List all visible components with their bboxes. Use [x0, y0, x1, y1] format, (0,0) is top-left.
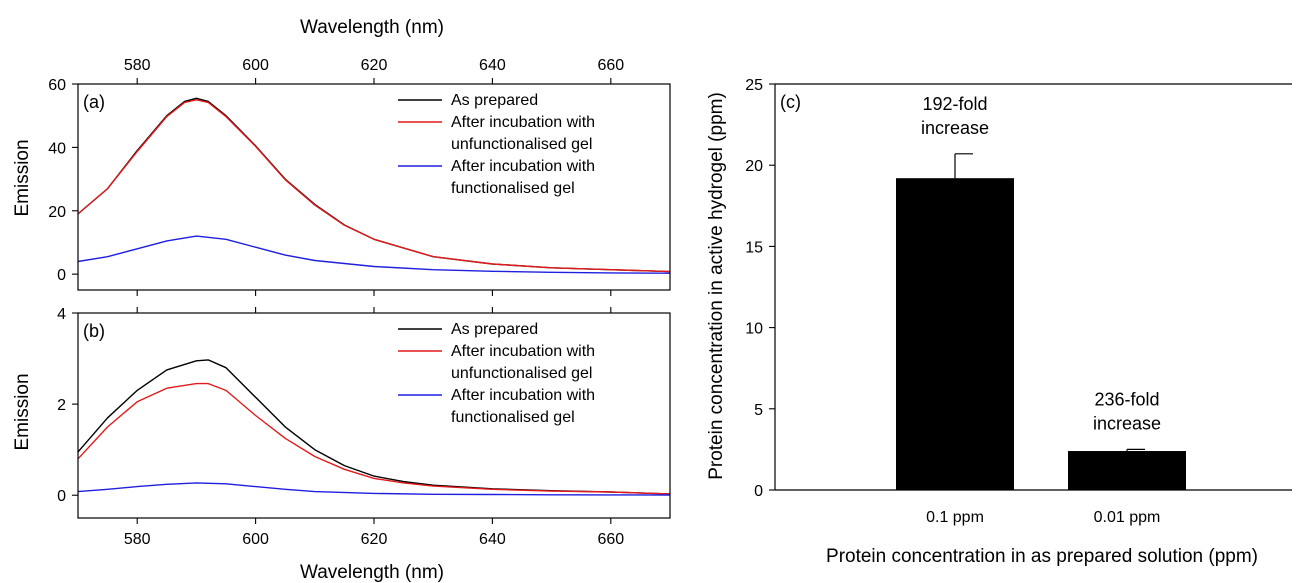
panel-b-x-tick-label: 660: [597, 531, 624, 548]
panel-b-legend: As prepared After incubation with unfuncti…: [398, 321, 595, 426]
panel-c-y-tick-label: 15: [745, 239, 763, 256]
panel-b-x-tick-label: 600: [242, 531, 269, 548]
panel-a-series: [77, 97, 671, 274]
panel-b-x-axis-title: Wavelength (nm): [300, 562, 444, 583]
panel-b-emission-chart: Wavelength (nm) Emission (b) 580 600 620 64…: [12, 306, 671, 583]
panel-b-tag: (b): [83, 321, 105, 341]
panel-b-ticks: 580 600 620 640 660 0 2 4: [57, 306, 624, 548]
panel-c-x-tick-label: 0.1 ppm: [926, 509, 984, 526]
panel-a-x-tick-label: 640: [479, 57, 506, 74]
panel-c-y-tick-label: 10: [745, 321, 763, 338]
panel-a-legend-label-0: As prepared: [451, 92, 538, 109]
panel-a-legend-label-1: After incubation with unfunctionalised ge…: [451, 114, 595, 153]
panel-b-y-tick-label: 2: [57, 397, 66, 414]
panel-c-x-axis-title: Protein concentration in as prepared sol…: [826, 546, 1258, 567]
panel-a-y-tick-label: 60: [48, 77, 66, 94]
panel-c-bar-chart: Protein concentration in as prepared sol…: [706, 77, 1292, 567]
panel-b-series-line-2: [77, 482, 671, 496]
panel-c-bars: [896, 153, 1186, 490]
panel-a-legend: As prepared After incubation with unfuncti…: [398, 92, 595, 197]
panel-b-x-tick-label: 580: [124, 531, 151, 548]
panel-c-y-tick-label: 0: [754, 483, 763, 500]
panel-a-y-tick-label: 0: [57, 267, 66, 284]
panel-a-y-tick-label: 20: [48, 204, 66, 221]
panel-a-frame: [77, 83, 671, 291]
panel-c-annotation-0: 192-fold increase: [921, 94, 989, 138]
panel-b-series-line-1: [77, 382, 671, 495]
panel-a-top-axis-title: Wavelength (nm): [300, 17, 444, 38]
panel-a-legend-label-2: After incubation with functionalised gel: [451, 158, 595, 197]
panel-a-x-tick-label: 660: [597, 57, 624, 74]
panel-c-annotation-1: 236-fold increase: [1093, 389, 1161, 433]
panel-b-legend-label-1: After incubation with unfunctionalised ge…: [451, 343, 595, 382]
panel-b-legend-label-0: As prepared: [451, 321, 538, 338]
panel-a-x-tick-label: 600: [242, 57, 269, 74]
panel-a-ticks: 580 600 620 640 660 0 20 40 60: [48, 57, 624, 296]
panel-a-emission-chart: Wavelength (nm) Emission (a) 580 600 620 64…: [12, 17, 671, 296]
panel-c-bar-1: [1068, 451, 1186, 490]
panel-b-series: [77, 359, 671, 496]
panel-c-bar-0: [896, 178, 1014, 490]
panel-c-x-tick-label: 0.01 ppm: [1094, 509, 1161, 526]
panel-a-x-tick-label: 620: [361, 57, 388, 74]
panel-b-legend-label-2: After incubation with functionalised gel: [451, 387, 595, 426]
panel-b-y-tick-label: 0: [57, 488, 66, 505]
panel-c-annotations: 192-fold increase 236-fold increase: [921, 94, 1161, 434]
panel-c-y-tick-label: 20: [745, 158, 763, 175]
panel-c-axes: [774, 83, 1292, 491]
panel-a-y-axis-title: Emission: [12, 139, 33, 216]
panel-c-ticks: 0 5 10 15 20 25 0.1 ppm 0.01 ppm: [745, 77, 1160, 526]
panel-b-y-axis-title: Emission: [12, 373, 33, 450]
panel-c-y-tick-label: 5: [754, 402, 763, 419]
panel-a-x-tick-label: 580: [124, 57, 151, 74]
panel-a-y-tick-label: 40: [48, 140, 66, 157]
panel-b-frame: [77, 312, 671, 519]
panel-c-y-axis-title: Protein concentration in active hydrogel…: [706, 92, 727, 480]
panel-a-tag: (a): [83, 92, 105, 112]
panel-a-series-line-2: [77, 235, 671, 274]
panel-b-x-tick-label: 620: [361, 531, 388, 548]
panel-b-x-tick-label: 640: [479, 531, 506, 548]
panel-c-y-tick-label: 25: [745, 77, 763, 94]
panel-a-series-line-1: [77, 99, 671, 273]
panel-c-tag: (c): [780, 92, 801, 112]
panel-b-y-tick-label: 4: [57, 306, 66, 323]
